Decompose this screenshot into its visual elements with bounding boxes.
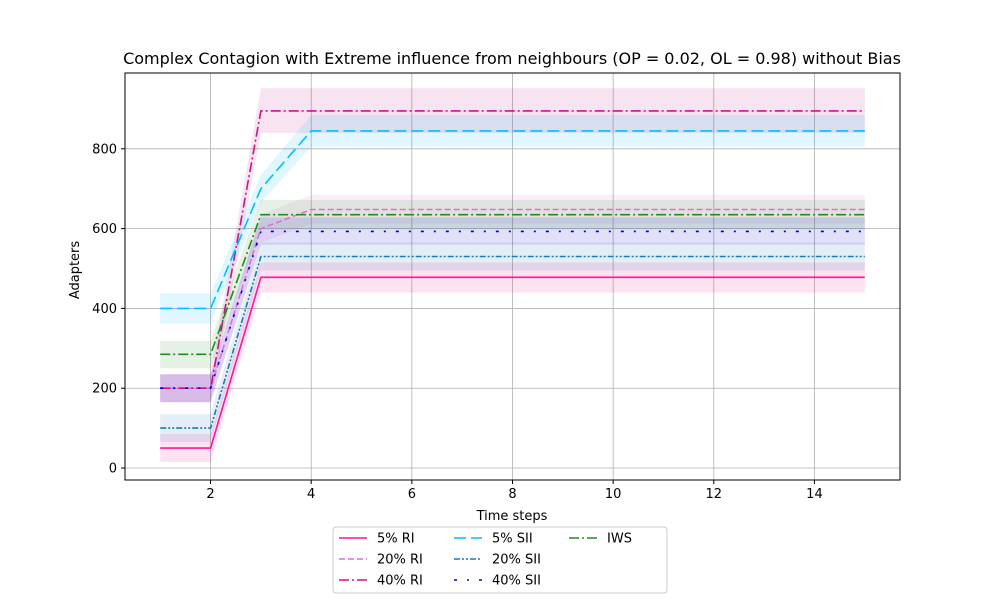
series-line [160, 230, 865, 390]
confidence-band [160, 217, 865, 403]
y-tick-label: 400 [92, 302, 117, 317]
confidence-band [160, 242, 865, 443]
series-line [160, 213, 865, 356]
legend-label: 5% SII [492, 532, 533, 547]
series-line [160, 208, 865, 390]
y-tick-label: 0 [109, 462, 117, 477]
plot-area: 2 4 6 8 10 12 14 0 200 400 600 800 [92, 72, 901, 502]
chart-title: Complex Contagion with Extreme influence… [123, 49, 901, 68]
x-tick-label: 12 [706, 487, 723, 502]
confidence-band [160, 199, 865, 369]
confidence-band [160, 88, 865, 403]
x-tick-label: 4 [307, 487, 315, 502]
x-tick-label: 2 [206, 487, 214, 502]
y-tick-label: 800 [92, 142, 117, 157]
confidence-band [160, 194, 865, 403]
x-tick-label: 6 [408, 487, 416, 502]
y-axis-title: Adapters [68, 241, 83, 300]
legend-label: 20% RI [377, 553, 423, 568]
legend: 5% RI 20% RI 40% RI 5% SII 20% SII 40% SII IWS [332, 526, 668, 594]
legend-box [332, 526, 668, 594]
legend-label: 5% RI [377, 532, 415, 547]
confidence-band [160, 262, 865, 462]
series-line [160, 255, 865, 429]
y-tick-label: 200 [92, 382, 117, 397]
x-axis-title: Time steps [476, 509, 548, 524]
legend-label: IWS [607, 532, 632, 547]
series-line [160, 110, 865, 390]
legend-label: 40% RI [377, 574, 423, 589]
series-line [160, 276, 865, 449]
x-tick-label: 14 [806, 487, 823, 502]
series-line [160, 130, 865, 310]
x-tick-label: 10 [605, 487, 622, 502]
legend-label: 40% SII [492, 574, 541, 589]
legend-label: 20% SII [492, 553, 541, 568]
x-tick-label: 8 [508, 487, 516, 502]
confidence-band [160, 114, 865, 324]
y-tick-label: 600 [92, 222, 117, 237]
